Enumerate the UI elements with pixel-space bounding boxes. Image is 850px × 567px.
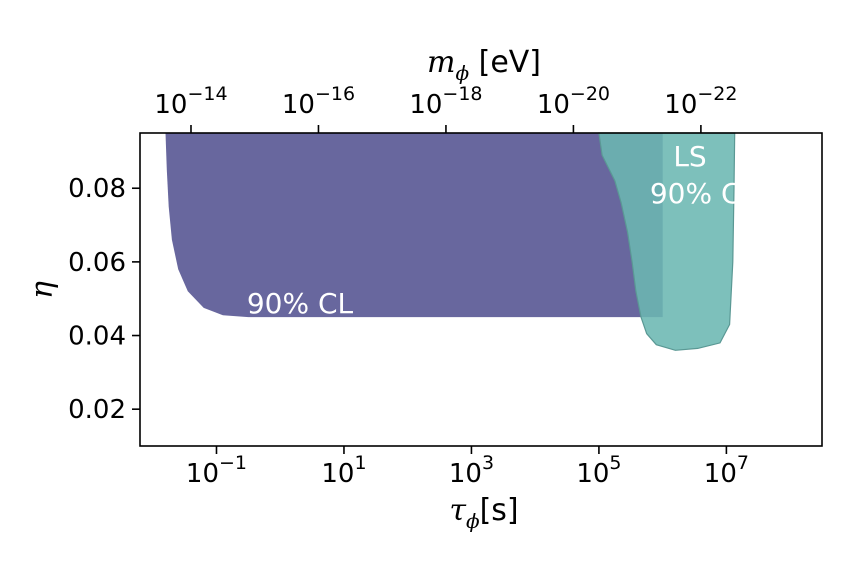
region-label-ls-line1: LS (673, 140, 706, 173)
top-tick-label: 10−18 (409, 83, 482, 120)
y-axis-label: η (25, 281, 60, 299)
x-tick-label: 105 (576, 452, 621, 489)
y-tick-label: 0.06 (68, 248, 126, 278)
top-tick-label: 10−20 (537, 83, 610, 120)
top-tick-label: 10−22 (664, 83, 737, 120)
top-axis-ticks: 10−14 10−16 10−18 10−20 10−22 (154, 83, 737, 133)
x-axis-ticks: 10−1 101 103 105 107 (186, 446, 749, 489)
x-tick-label: 107 (704, 452, 749, 489)
region-label-ls-line2: 90% CL (650, 177, 757, 210)
top-tick-label: 10−14 (154, 83, 227, 120)
top-tick-label: 10−16 (282, 83, 355, 120)
y-axis-ticks: 0.02 0.04 0.06 0.08 (68, 174, 140, 425)
top-axis-label: mϕ [eV] (427, 45, 541, 85)
x-tick-label: 10−1 (186, 452, 247, 489)
region-90cl (166, 133, 663, 317)
x-tick-label: 103 (449, 452, 494, 489)
y-tick-label: 0.08 (68, 174, 126, 204)
x-axis-label: τϕ[s] (449, 493, 518, 533)
y-tick-label: 0.04 (68, 322, 126, 352)
x-tick-label: 101 (321, 452, 366, 489)
region-label-90cl: 90% CL (247, 287, 354, 320)
y-tick-label: 0.02 (68, 395, 126, 425)
